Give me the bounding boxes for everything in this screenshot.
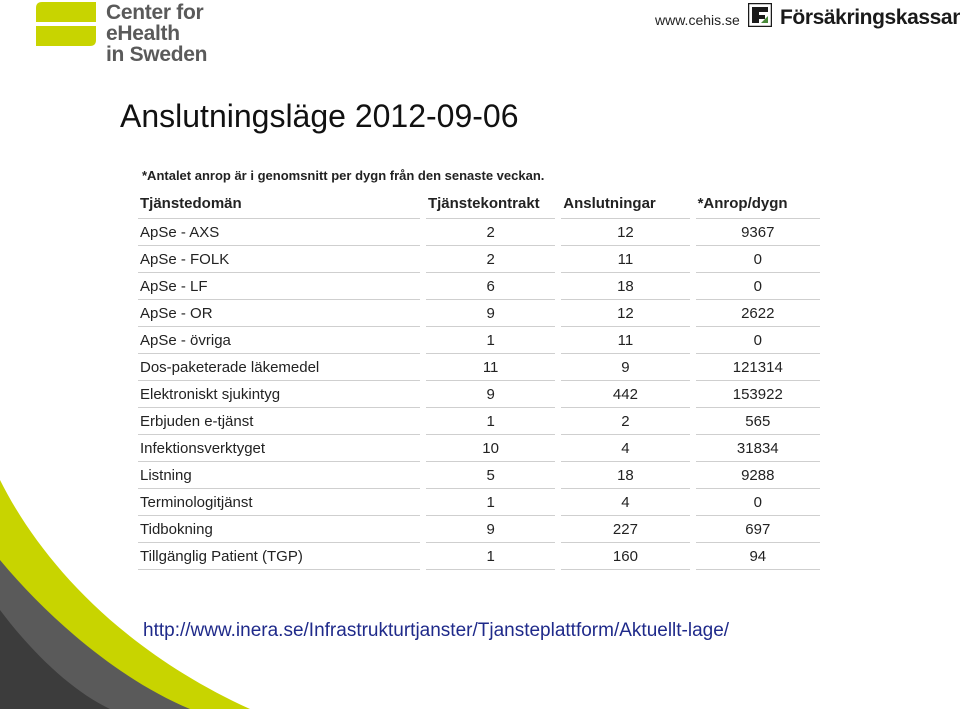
cell-domain: ApSe - LF	[138, 273, 420, 300]
site-url[interactable]: www.cehis.se	[655, 12, 740, 28]
cell-connections: 160	[561, 543, 690, 570]
cell-connections: 9	[561, 354, 690, 381]
cell-domain: ApSe - FOLK	[138, 246, 420, 273]
cell-contracts: 6	[425, 273, 556, 300]
cehis-logo-mark	[36, 2, 96, 46]
cell-domain: ApSe - övriga	[138, 327, 420, 354]
table-row: ApSe - LF 6 18 0	[138, 273, 820, 300]
cell-contracts: 5	[425, 462, 556, 489]
cell-contracts: 1	[425, 543, 556, 570]
cell-contracts: 1	[425, 489, 556, 516]
cell-calls: 94	[695, 543, 820, 570]
cell-calls: 0	[695, 489, 820, 516]
cell-calls: 0	[695, 246, 820, 273]
table-row: Terminologitjänst 1 4 0	[138, 489, 820, 516]
cell-domain: Erbjuden e-tjänst	[138, 408, 420, 435]
cell-domain: ApSe - OR	[138, 300, 420, 327]
cell-connections: 18	[561, 273, 690, 300]
cehis-logo: Center for eHealth in Sweden	[36, 1, 276, 65]
cell-calls: 9367	[695, 219, 820, 246]
table-row: Elektroniskt sjukintyg 9 442 153922	[138, 381, 820, 408]
table-row: ApSe - AXS 2 12 9367	[138, 219, 820, 246]
header-calls-per-day: *Anrop/dygn	[695, 189, 820, 219]
connection-table: Tjänstedomän Tjänstekontrakt Anslutninga…	[132, 189, 826, 570]
cell-domain: Tillgänglig Patient (TGP)	[138, 543, 420, 570]
table-row: Listning 5 18 9288	[138, 462, 820, 489]
cell-contracts: 2	[425, 246, 556, 273]
table-row: Infektionsverktyget 10 4 31834	[138, 435, 820, 462]
cell-calls: 153922	[695, 381, 820, 408]
header-service-domain: Tjänstedomän	[138, 189, 420, 219]
cell-calls: 0	[695, 327, 820, 354]
header-connections: Anslutningar	[561, 189, 690, 219]
table-row: ApSe - övriga 1 11 0	[138, 327, 820, 354]
cell-contracts: 1	[425, 408, 556, 435]
cell-calls: 31834	[695, 435, 820, 462]
cell-domain: Elektroniskt sjukintyg	[138, 381, 420, 408]
cell-contracts: 9	[425, 300, 556, 327]
cell-calls: 697	[695, 516, 820, 543]
cell-calls: 0	[695, 273, 820, 300]
cell-domain: Dos-paketerade läkemedel	[138, 354, 420, 381]
cell-connections: 12	[561, 300, 690, 327]
connection-table-image: *Antalet anrop är i genomsnitt per dygn …	[138, 163, 832, 570]
table-row: Tillgänglig Patient (TGP) 1 160 94	[138, 543, 820, 570]
logo-line-2: in Sweden	[106, 43, 208, 66]
cell-connections: 18	[561, 462, 690, 489]
cell-calls: 2622	[695, 300, 820, 327]
cell-calls: 9288	[695, 462, 820, 489]
cell-connections: 11	[561, 246, 690, 273]
cell-domain: Infektionsverktyget	[138, 435, 420, 462]
table-row: ApSe - OR 9 12 2622	[138, 300, 820, 327]
cell-connections: 2	[561, 408, 690, 435]
table-header-row: Tjänstedomän Tjänstekontrakt Anslutninga…	[138, 189, 820, 219]
cell-contracts: 9	[425, 381, 556, 408]
cell-contracts: 2	[425, 219, 556, 246]
cell-domain: ApSe - AXS	[138, 219, 420, 246]
partner-logo-text: Försäkringskassan	[780, 6, 960, 29]
logo-line-1: Center for eHealth	[106, 1, 204, 45]
table-row: Erbjuden e-tjänst 1 2 565	[138, 408, 820, 435]
table-row: Tidbokning 9 227 697	[138, 516, 820, 543]
cell-calls: 121314	[695, 354, 820, 381]
cell-contracts: 1	[425, 327, 556, 354]
cell-domain: Tidbokning	[138, 516, 420, 543]
cell-connections: 442	[561, 381, 690, 408]
cell-connections: 4	[561, 435, 690, 462]
cell-connections: 11	[561, 327, 690, 354]
table-footnote: *Antalet anrop är i genomsnitt per dygn …	[142, 168, 545, 183]
slide-title: Anslutningsläge 2012-09-06	[120, 98, 519, 134]
header-service-contract: Tjänstekontrakt	[425, 189, 556, 219]
table-row: ApSe - FOLK 2 11 0	[138, 246, 820, 273]
cell-connections: 12	[561, 219, 690, 246]
source-link[interactable]: http://www.inera.se/Infrastrukturtjanste…	[143, 620, 730, 641]
cell-domain: Terminologitjänst	[138, 489, 420, 516]
cell-calls: 565	[695, 408, 820, 435]
forsakringskassan-logo-icon	[748, 3, 772, 27]
cell-contracts: 9	[425, 516, 556, 543]
cell-contracts: 11	[425, 354, 556, 381]
table-row: Dos-paketerade läkemedel 11 9 121314	[138, 354, 820, 381]
cell-connections: 4	[561, 489, 690, 516]
cell-contracts: 10	[425, 435, 556, 462]
cell-connections: 227	[561, 516, 690, 543]
cell-domain: Listning	[138, 462, 420, 489]
